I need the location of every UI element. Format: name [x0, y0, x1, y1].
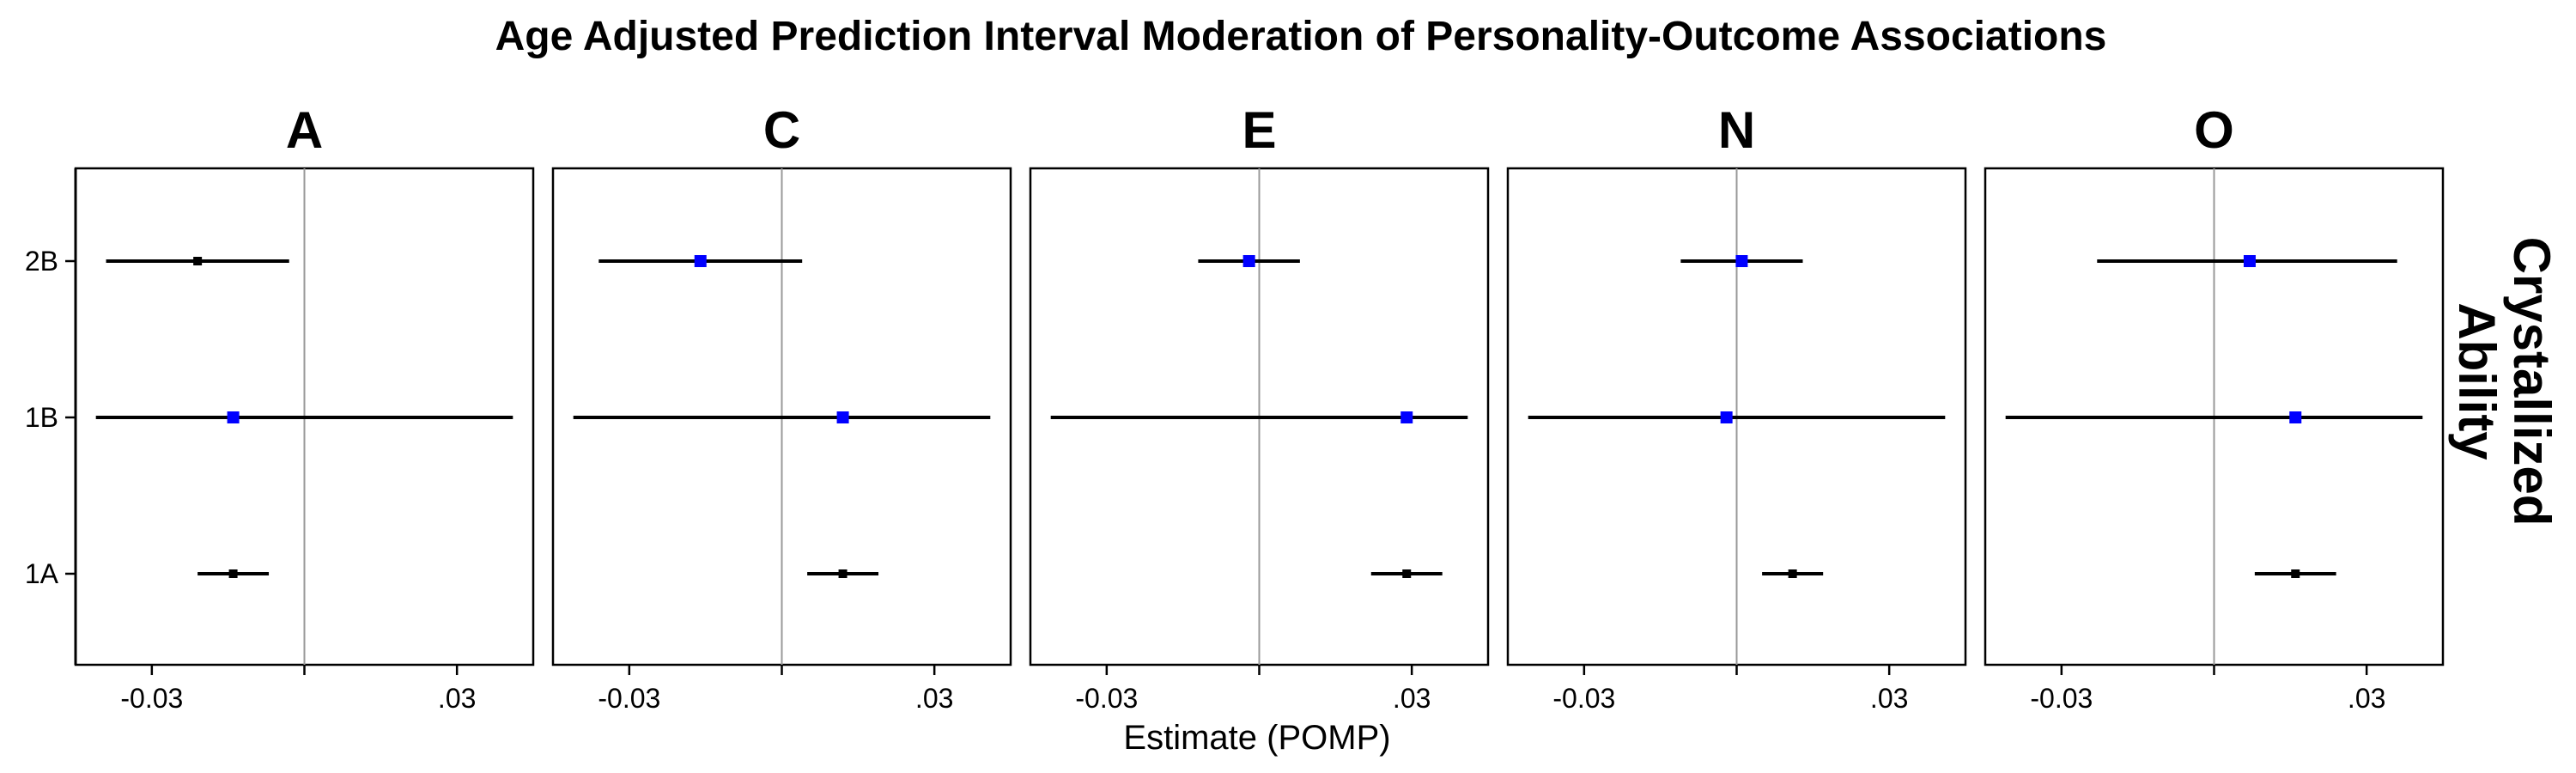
- x-tick-label: .03: [1393, 683, 1431, 714]
- facet-panel-O: O -0.03 .03: [1984, 101, 2445, 714]
- estimate-point-1A: [838, 569, 848, 578]
- facet-panel-A: A -0.03 .03: [74, 101, 535, 714]
- x-tick-label: .03: [915, 683, 953, 714]
- estimate-point-1B: [1400, 411, 1413, 423]
- facet-panels: A -0.03 .03 C -0.03 .03 E -0.03 .03 N -0.03 .03 O -0.…: [74, 101, 2445, 714]
- row-strip-text: CrystallizedAbility: [2448, 237, 2561, 526]
- estimate-point-1B: [227, 411, 240, 423]
- estimate-point-2B: [1242, 255, 1255, 267]
- x-tick-label: -0.03: [1075, 683, 1138, 714]
- row-strip-label: CrystallizedAbility: [2448, 237, 2561, 526]
- estimate-point-1A: [2291, 569, 2300, 578]
- estimate-point-1B: [836, 411, 849, 423]
- x-tick-label: -0.03: [2030, 683, 2093, 714]
- estimate-point-2B: [193, 257, 203, 265]
- estimate-point-1A: [1788, 569, 1797, 578]
- x-tick-label: .03: [1870, 683, 1908, 714]
- facet-title: E: [1242, 101, 1276, 159]
- row-strip-line: Crystallized: [2503, 237, 2561, 526]
- estimate-point-1B: [2289, 411, 2302, 423]
- x-tick-label: .03: [2348, 683, 2385, 714]
- facet-title: A: [286, 101, 323, 159]
- facet-title: C: [763, 101, 800, 159]
- x-tick-label: -0.03: [120, 683, 183, 714]
- facet-title: O: [2194, 101, 2234, 159]
- y-tick-label: 1B: [25, 402, 58, 433]
- chart-title: Age Adjusted Prediction Interval Moderat…: [495, 14, 2107, 59]
- x-tick-label: -0.03: [598, 683, 660, 714]
- estimate-point-1A: [1402, 569, 1412, 578]
- y-tick-label: 2B: [25, 246, 58, 277]
- facet-panel-N: N -0.03 .03: [1506, 101, 1967, 714]
- x-axis-title: Estimate (POMP): [1123, 719, 1390, 757]
- facet-panel-C: C -0.03 .03: [551, 101, 1012, 714]
- estimate-point-1B: [1720, 411, 1733, 423]
- y-tick-label: 1A: [25, 558, 59, 589]
- estimate-point-2B: [694, 255, 707, 267]
- x-tick-label: -0.03: [1552, 683, 1615, 714]
- estimate-point-2B: [1735, 255, 1748, 267]
- row-strip-line: Ability: [2448, 302, 2506, 460]
- y-axis: 2B 1B 1A: [25, 168, 77, 665]
- facet-panel-E: E -0.03 .03: [1029, 101, 1490, 714]
- facet-title: N: [1718, 101, 1755, 159]
- x-tick-label: .03: [438, 683, 476, 714]
- estimate-point-1A: [228, 569, 238, 578]
- estimate-point-2B: [2243, 255, 2256, 267]
